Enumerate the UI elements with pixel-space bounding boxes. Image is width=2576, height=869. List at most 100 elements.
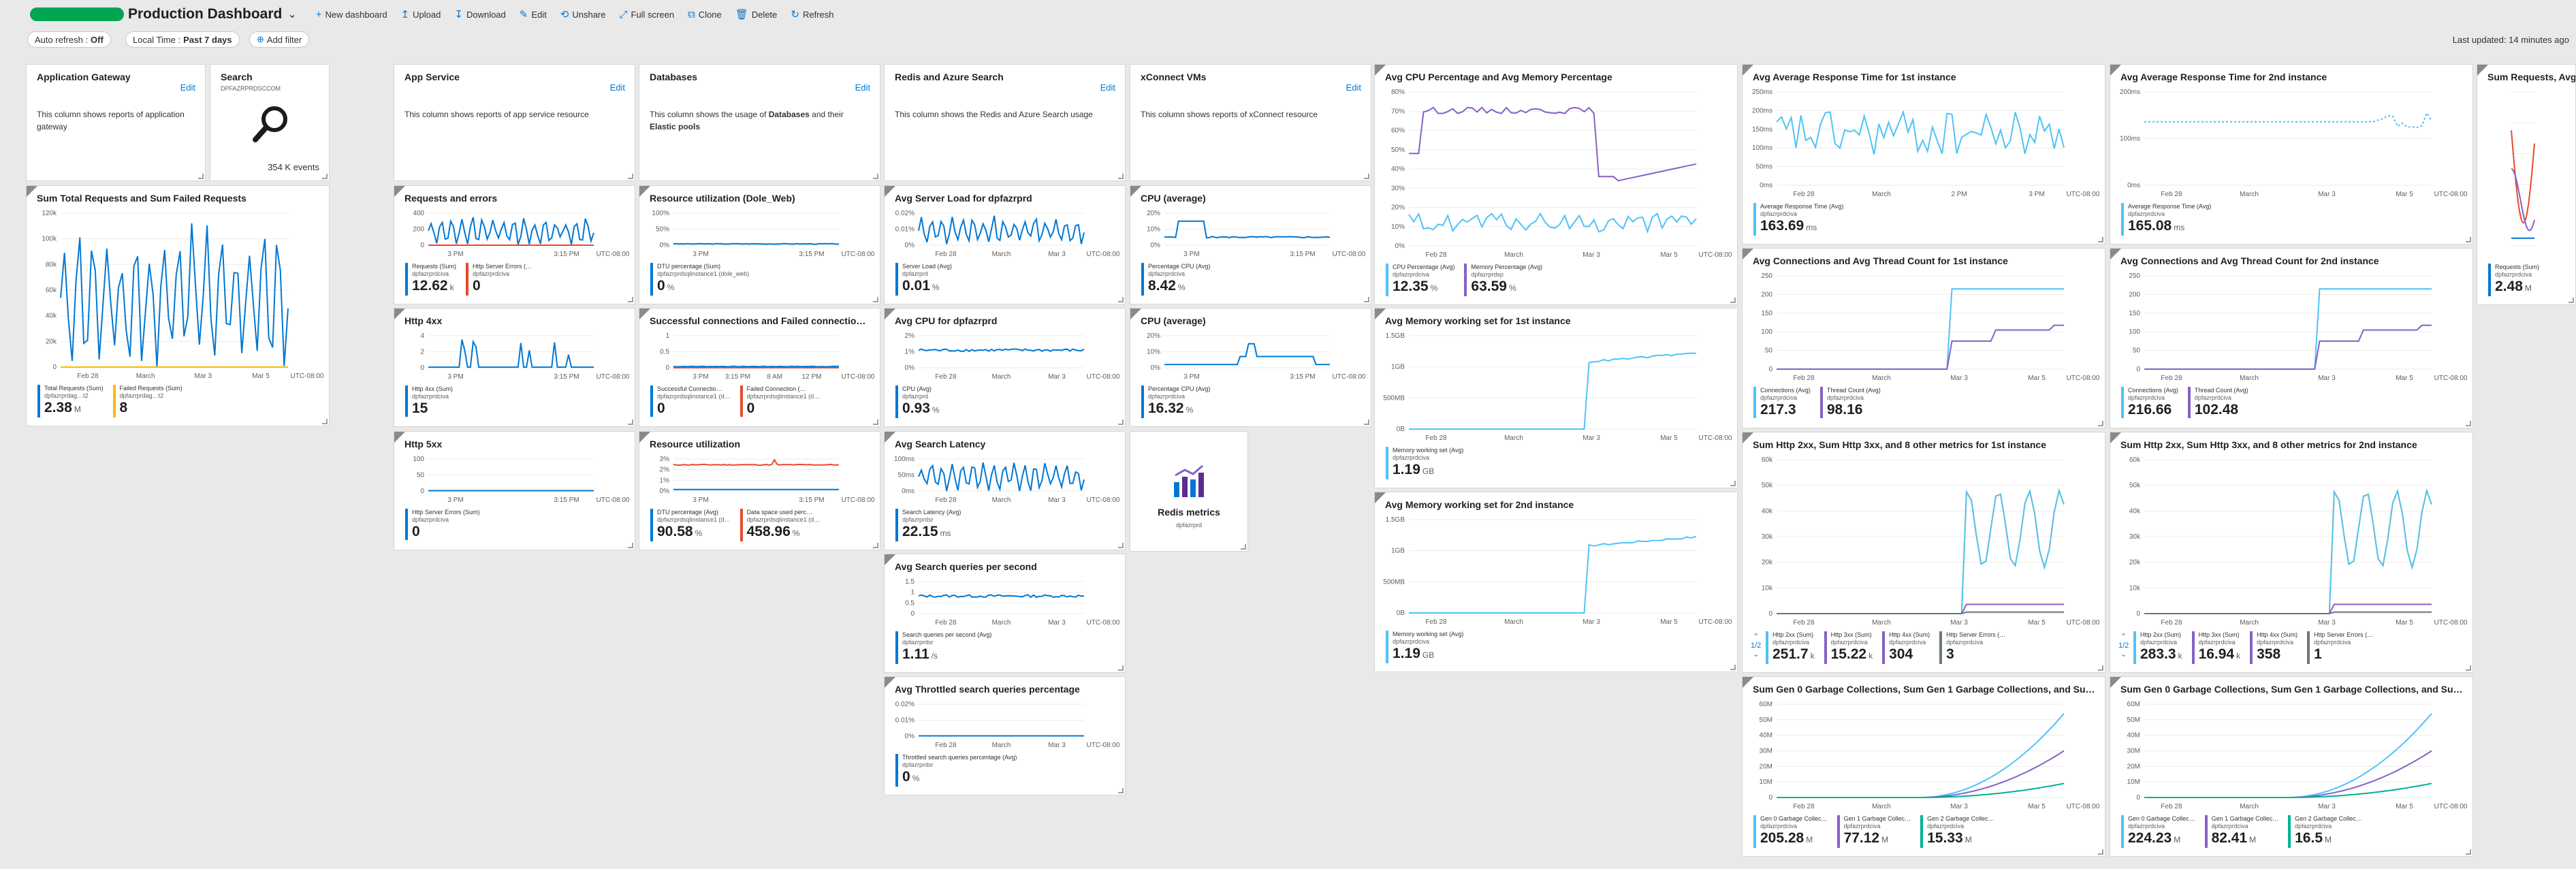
resize-handle[interactable] xyxy=(628,174,633,179)
chart-tile-cpu-dpfazrprd[interactable]: Avg CPU for dpfazrprd 2% 1% 0% Feb 28 March Ma… xyxy=(884,308,1126,427)
legend-item[interactable]: Gen 2 Garbage Collec… dpfazrprdciva 15.33 M xyxy=(1920,815,1994,848)
legend-item[interactable]: Failed Connection (… dpfazrprdsqlinstance… xyxy=(740,385,820,417)
refresh-button[interactable]: ↻ Refresh xyxy=(791,9,834,20)
legend-item[interactable]: Requests (Sum) dpfazrprdciva 12.62 k xyxy=(405,263,456,296)
chart-tile-resource-utilization[interactable]: Resource utilization 3% 2% 1% 0% 3 PM 3:15 PM U… xyxy=(639,431,880,550)
time-range-pill[interactable]: Local Time : Past 7 days xyxy=(125,31,240,48)
chart-tile-requests-and-errors[interactable]: Requests and errors 400 200 0 3 PM 3:15 PM UTC… xyxy=(394,185,635,304)
chart-tile-response-time-2[interactable]: Avg Average Response Time for 2nd instan… xyxy=(2110,64,2473,244)
chart-tile-successful-connections[interactable]: Successful connections and Failed connec… xyxy=(639,308,880,427)
resize-handle[interactable] xyxy=(198,174,204,179)
legend-item[interactable]: Search Latency (Avg) dpfazrprdsr 22.15 ms xyxy=(895,509,961,541)
chart-tile-http-4xx[interactable]: Http 4xx 4 2 0 3 PM 3:15 PM UTC-08:00 Http 4xx … xyxy=(394,308,635,427)
legend-item[interactable]: Gen 1 Garbage Collec… dpfazrprdciva 77.12 M xyxy=(1836,815,1911,848)
clone-button[interactable]: ⧉ Clone xyxy=(688,8,722,20)
chart-tile-garbage-collections-2[interactable]: Sum Gen 0 Garbage Collections, Sum Gen 1… xyxy=(2110,676,2473,857)
resize-handle[interactable] xyxy=(2569,298,2574,303)
legend-item[interactable]: Http Server Errors (… dpfazrprdciva 1 xyxy=(2307,631,2373,664)
legend-item[interactable]: Requests (Sum) dpfazrprdciva 2.48 M xyxy=(2488,264,2539,296)
resize-handle[interactable] xyxy=(1241,544,1246,550)
resize-handle[interactable] xyxy=(2466,665,2471,671)
legend-item[interactable]: Gen 0 Garbage Collec… dpfazrprdciva 224.23… xyxy=(2121,815,2195,848)
upload-button[interactable]: ↥ Upload xyxy=(400,9,441,20)
chevron-down-icon[interactable]: ⌄ xyxy=(1753,650,1760,659)
resize-handle[interactable] xyxy=(1118,543,1124,548)
chart-tile-response-time-1[interactable]: Avg Average Response Time for 1st instan… xyxy=(1742,64,2105,244)
resize-handle[interactable] xyxy=(1118,665,1124,671)
legend-item[interactable]: Total Requests (Sum) dpfazrprdag…t2 2.38 M xyxy=(37,385,104,417)
chart-tile-sum-requests-avg[interactable]: Sum Requests, Avg Requests (Sum) dpfazrprd… xyxy=(2477,64,2576,305)
legend-item[interactable]: Gen 2 Garbage Collec… dpfazrprdciva 16.5 M xyxy=(2288,815,2362,848)
chart-tile-search-latency[interactable]: Avg Search Latency 100ms 50ms 0ms Feb 28 Marc… xyxy=(884,431,1126,550)
full-screen-button[interactable]: ⤢ Full screen xyxy=(619,8,675,20)
legend-item[interactable]: Percentage CPU (Avg) dpfazrprdciva 16.32% xyxy=(1141,385,1210,418)
resize-handle[interactable] xyxy=(873,297,878,302)
resize-handle[interactable] xyxy=(628,297,633,302)
resize-handle[interactable] xyxy=(873,420,878,425)
legend-item[interactable]: Average Response Time (Avg) dpfazrprdciva… xyxy=(1753,203,1843,236)
resize-handle[interactable] xyxy=(1364,174,1369,179)
delete-button[interactable]: 🗑 Delete xyxy=(735,9,778,20)
auto-refresh-pill[interactable]: Auto refresh : Off xyxy=(27,31,111,48)
chevron-up-icon[interactable]: ⌃ xyxy=(2120,633,2127,641)
dashboard-switcher-chevron-icon[interactable]: ⌄ xyxy=(287,9,297,20)
chart-tile-search-queries-per-second[interactable]: Avg Search queries per second 1.5 1 0.5 0 Feb… xyxy=(884,554,1126,673)
chart-tile-memory-working-set-2[interactable]: Avg Memory working set for 2nd instance 1… xyxy=(1374,492,1738,672)
search-tile[interactable]: Search DPFAZRPRDSCCOM 354 K events xyxy=(210,64,330,181)
resize-handle[interactable] xyxy=(1118,788,1124,793)
chart-tile-cpu-memory-percentage[interactable]: Avg CPU Percentage and Avg Memory Percen… xyxy=(1374,64,1738,305)
unshare-button[interactable]: ⟲ Unshare xyxy=(560,9,606,20)
legend-item[interactable]: Http Server Errors (Sum) dpfazrprdciva 0 xyxy=(405,509,480,540)
resize-handle[interactable] xyxy=(322,174,328,179)
legend-item[interactable]: Average Response Time (Avg) dpfazrprdciva… xyxy=(2121,203,2211,236)
legend-item[interactable]: Http 2xx (Sum) dpfazrprdciva 283.3 k xyxy=(2133,631,2182,664)
legend-item[interactable]: DTU percentage (Avg) dpfazrprdsqlinstance… xyxy=(650,509,731,541)
edit-link[interactable]: Edit xyxy=(180,82,195,93)
chevron-down-icon[interactable]: ⌄ xyxy=(2120,650,2127,659)
resize-handle[interactable] xyxy=(1730,481,1736,486)
resize-handle[interactable] xyxy=(2098,237,2103,242)
legend-item[interactable]: Gen 1 Garbage Collec… dpfazrprdciva 82.41 M xyxy=(2204,815,2278,848)
legend-item[interactable]: Thread Count (Avg) dpfazrprdciva 102.48 xyxy=(2187,387,2248,418)
legend-item[interactable]: Http Server Errors (… dpfazrprdciva 0 xyxy=(466,263,532,296)
resize-handle[interactable] xyxy=(1118,297,1124,302)
chart-tile-http-metrics-2[interactable]: Sum Http 2xx, Sum Http 3xx, and 8 other … xyxy=(2110,432,2473,673)
resize-handle[interactable] xyxy=(1118,420,1124,425)
legend-item[interactable]: Server Load (Avg) dpfazrprd 0.01% xyxy=(895,263,952,296)
edit-link[interactable]: Edit xyxy=(1100,82,1115,93)
edit-link[interactable]: Edit xyxy=(609,82,625,93)
legend-item[interactable]: Http 4xx (Sum) dpfazrprdciva 15 xyxy=(405,385,453,417)
resize-handle[interactable] xyxy=(628,420,633,425)
resize-handle[interactable] xyxy=(1730,298,1736,303)
legend-item[interactable]: Data space used perc… dpfazrprdsqlinstanc… xyxy=(740,509,820,541)
chart-tile-cpu-average-1[interactable]: CPU (average) 20% 10% 0% 3 PM 3:15 PM UTC-08:0… xyxy=(1130,185,1371,304)
legend-item[interactable]: Gen 0 Garbage Collec… dpfazrprdciva 205.28… xyxy=(1753,815,1828,848)
resize-handle[interactable] xyxy=(2466,849,2471,855)
legend-item[interactable]: Http 3xx (Sum) dpfazrprdciva 16.94 k xyxy=(2191,631,2240,664)
legend-item[interactable]: Http 3xx (Sum) dpfazrprdciva 15.22 k xyxy=(1824,631,1873,664)
resize-handle[interactable] xyxy=(873,174,878,179)
chart-tile-http-metrics-1[interactable]: Sum Http 2xx, Sum Http 3xx, and 8 other … xyxy=(1742,432,2105,673)
legend-pager[interactable]: ⌃ 1/2 ⌄ xyxy=(2118,633,2129,659)
chart-tile-garbage-collections-1[interactable]: Sum Gen 0 Garbage Collections, Sum Gen 1… xyxy=(1742,676,2105,857)
resize-handle[interactable] xyxy=(1364,297,1369,302)
resize-handle[interactable] xyxy=(2466,421,2471,426)
legend-item[interactable]: Thread Count (Avg) dpfazrprdciva 98.16 xyxy=(1819,387,1881,418)
redis-metrics-tile[interactable]: Redis metrics dpfazrprd xyxy=(1130,431,1248,552)
resize-handle[interactable] xyxy=(1118,174,1124,179)
legend-item[interactable]: CPU (Avg) dpfazrprd 0.93% xyxy=(895,385,940,418)
chart-tile-server-load[interactable]: Avg Server Load for dpfazrprd 0.02% 0.01% 0… xyxy=(884,185,1126,304)
resize-handle[interactable] xyxy=(1730,665,1736,670)
chevron-up-icon[interactable]: ⌃ xyxy=(1753,633,1760,641)
chart-tile-connections-thread-count-2[interactable]: Avg Connections and Avg Thread Count for… xyxy=(2110,248,2473,428)
resize-handle[interactable] xyxy=(1364,420,1369,425)
resize-handle[interactable] xyxy=(322,419,328,424)
legend-item[interactable]: Successful Connectio… dpfazrprdsqlinstanc… xyxy=(650,385,731,417)
resize-handle[interactable] xyxy=(873,543,878,548)
edit-link[interactable]: Edit xyxy=(1346,82,1361,93)
legend-item[interactable]: Http 4xx (Sum) dpfazrprdciva 304 xyxy=(1882,631,1930,664)
chart-tile-cpu-average-2[interactable]: CPU (average) 20% 10% 0% 3 PM 3:15 PM UTC-08:0… xyxy=(1130,308,1371,427)
legend-item[interactable]: Throttled search queries percentage (Avg… xyxy=(895,754,1017,787)
resize-handle[interactable] xyxy=(2098,665,2103,671)
download-button[interactable]: ↧ Download xyxy=(454,9,506,20)
